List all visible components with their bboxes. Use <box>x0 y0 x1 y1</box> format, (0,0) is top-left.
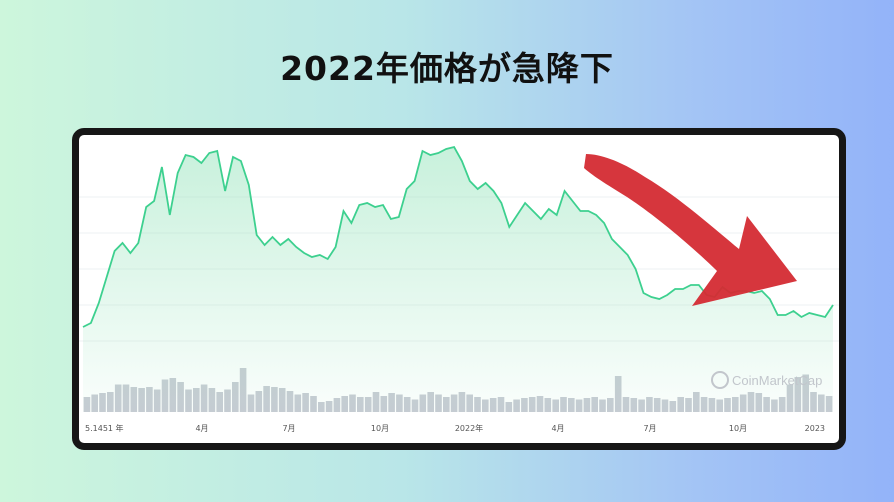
x-tick-label: 10月 <box>371 424 389 433</box>
x-tick-label: 4月 <box>195 424 208 433</box>
price-chart: CoinMarketCap 5.1451 年 4月 7月 10月 2022年 4月 7月 10… <box>79 145 839 433</box>
page-title: 2022年価格が急降下 <box>280 49 614 88</box>
x-tick-label: 7月 <box>282 424 295 433</box>
price-area <box>83 147 833 412</box>
x-tick-label: 5.1451 年 <box>85 423 124 433</box>
watermark-text: CoinMarketCap <box>732 373 822 388</box>
chart-frame: CoinMarketCap 5.1451 年 4月 7月 10月 2022年 4月 7月 10… <box>72 128 846 450</box>
x-tick-label: 2022年 <box>455 423 483 433</box>
x-tick-label: 4月 <box>551 424 564 433</box>
x-axis-ticks: 5.1451 年 4月 7月 10月 2022年 4月 7月 10月 2023 <box>85 423 825 433</box>
coinmarketcap-logo-icon <box>711 371 729 389</box>
x-tick-label: 7月 <box>643 424 656 433</box>
watermark: CoinMarketCap <box>711 371 822 389</box>
x-tick-label: 2023 <box>805 424 825 433</box>
x-tick-label: 10月 <box>729 424 747 433</box>
down-arrow-icon <box>584 154 797 306</box>
